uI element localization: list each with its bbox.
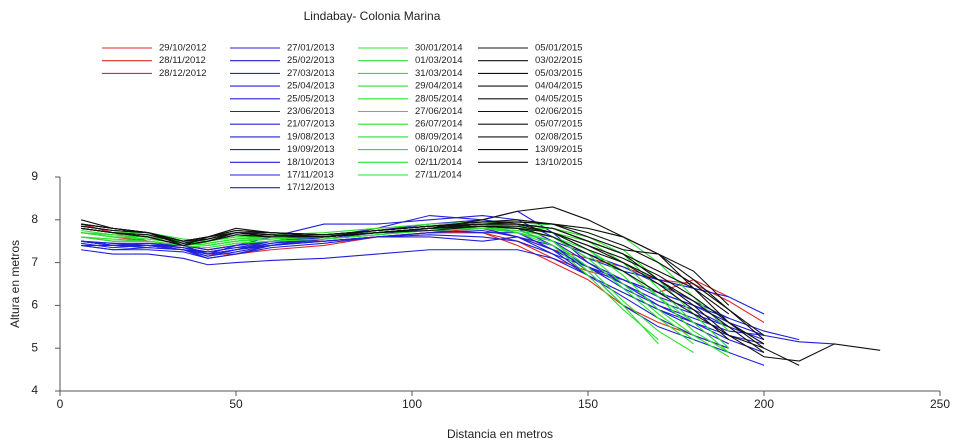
legend-label: 21/07/2013 — [287, 119, 335, 130]
legend-label: 30/01/2014 — [415, 43, 463, 54]
y-tick-label: 5 — [31, 340, 38, 354]
legend-label: 17/11/2013 — [287, 170, 334, 181]
y-tick-label: 7 — [31, 255, 38, 269]
x-tick-label: 100 — [402, 397, 422, 411]
legend-label: 02/08/2015 — [535, 131, 583, 142]
legend-label: 28/05/2014 — [415, 93, 463, 104]
legend-label: 25/04/2013 — [287, 81, 335, 92]
legend-label: 02/11/2014 — [415, 157, 462, 168]
chart-title: Lindabay- Colonia Marina — [304, 9, 441, 23]
legend-label: 31/03/2014 — [415, 68, 463, 79]
series-line — [81, 223, 765, 345]
legend-label: 26/07/2014 — [415, 119, 463, 130]
legend-label: 01/03/2014 — [415, 55, 463, 66]
legend-label: 28/11/2012 — [159, 55, 206, 66]
legend-label: 23/06/2013 — [287, 106, 335, 117]
y-tick-label: 4 — [31, 383, 38, 397]
x-tick-label: 250 — [930, 397, 950, 411]
legend-label: 25/05/2013 — [287, 93, 335, 104]
legend-label: 27/03/2013 — [287, 68, 335, 79]
legend-label: 04/04/2015 — [535, 81, 583, 92]
y-axis-label: Altura en metros — [8, 240, 22, 328]
legend-label: 13/10/2015 — [535, 157, 583, 168]
legend-label: 02/06/2015 — [535, 106, 583, 117]
x-axis-label: Distancia en metros — [447, 427, 553, 441]
y-tick-label: 9 — [31, 169, 38, 183]
series-line — [81, 221, 730, 349]
series-line — [81, 234, 730, 328]
legend-label: 28/12/2012 — [159, 68, 207, 79]
legend-label: 27/11/2014 — [415, 170, 462, 181]
series-line — [81, 221, 765, 336]
legend-label: 27/01/2013 — [287, 43, 335, 54]
x-tick-label: 200 — [754, 397, 774, 411]
series-line — [81, 223, 730, 315]
legend-label: 19/08/2013 — [287, 131, 335, 142]
legend-label: 29/10/2012 — [159, 43, 207, 54]
x-tick-label: 0 — [57, 397, 64, 411]
series-line — [81, 225, 765, 349]
series-line — [81, 225, 765, 353]
legend-label: 05/01/2015 — [535, 43, 583, 54]
legend-label: 27/06/2014 — [415, 106, 463, 117]
legend-label: 03/02/2015 — [535, 55, 583, 66]
legend-label: 05/07/2015 — [535, 119, 583, 130]
legend-label: 08/09/2014 — [415, 131, 463, 142]
legend-label: 06/10/2014 — [415, 144, 463, 155]
legend-label: 17/12/2013 — [287, 182, 335, 193]
legend-label: 25/02/2013 — [287, 55, 335, 66]
legend-label: 29/04/2014 — [415, 81, 463, 92]
y-tick-label: 6 — [31, 298, 38, 312]
y-tick-label: 8 — [31, 212, 38, 226]
legend-label: 04/05/2015 — [535, 93, 583, 104]
legend-label: 13/09/2015 — [535, 144, 583, 155]
legend-label: 18/10/2013 — [287, 157, 335, 168]
legend-label: 05/03/2015 — [535, 68, 583, 79]
series-line — [81, 227, 694, 353]
x-tick-label: 150 — [578, 397, 598, 411]
series-line — [81, 219, 800, 341]
legend-label: 19/09/2013 — [287, 144, 335, 155]
x-tick-label: 50 — [229, 397, 243, 411]
